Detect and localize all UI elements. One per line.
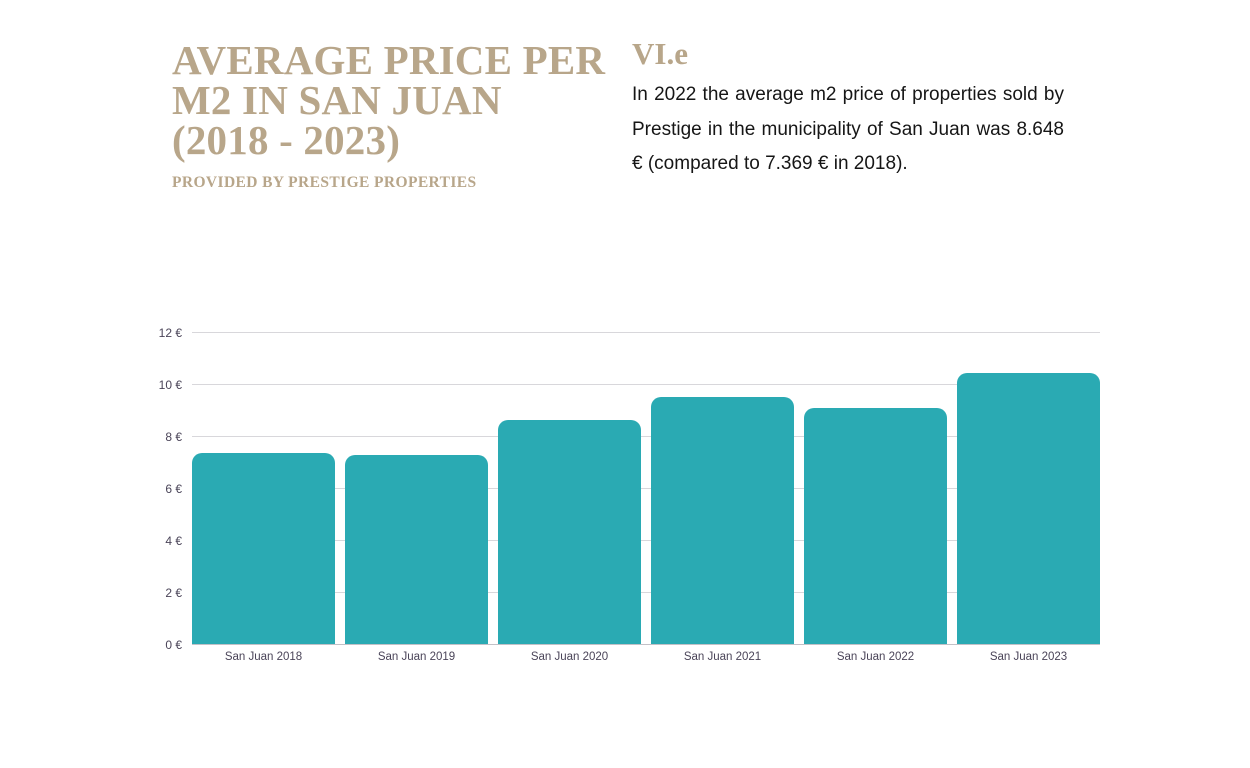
page-title: AVERAGE PRICE PER M2 IN SAN JUAN (2018 -… [172,37,617,163]
gridline [192,540,1100,541]
gridline [192,332,1100,333]
y-tick-label: 10 € [158,378,182,392]
page-title-line: (2018 - 2023) [172,117,401,163]
header-right: VI.e In 2022 the average m2 price of pro… [632,36,1064,182]
y-tick-label: 2 € [165,586,182,600]
y-axis: 0 € 2 € 4 € 6 € 8 € 10 € 12 € [0,326,182,652]
description-text: In 2022 the average m2 price of properti… [632,84,1064,174]
plot-area: San Juan 2018 San Juan 2019 San Juan 2020 S… [192,332,1100,663]
provider-subtitle: PROVIDED BY PRESTIGE PROPERTIES [172,174,477,191]
y-tick-label: 12 € [158,326,182,340]
bar-chart: 0 €2 €4 €6 €8 €10 €12 € San Juan 2018 San… [0,326,1250,673]
x-tick-label: San Juan 2021 [683,651,762,663]
bar-san-juan-2023 [957,373,1100,645]
bar-san-juan-2022 [804,407,947,645]
page-title-line: M2 IN SAN JUAN [172,77,502,123]
gridline [192,384,1100,385]
bar-san-juan-2020 [498,420,641,645]
header-left: AVERAGE PRICE PER M2 IN SAN JUAN (2018 -… [172,40,617,192]
x-tick-label: San Juan 2022 [836,651,915,663]
bar-san-juan-2018 [192,453,335,645]
y-tick-label: 4 € [165,534,182,548]
gridline [192,488,1100,489]
bar-san-juan-2019 [345,454,488,645]
page-title-line: AVERAGE PRICE PER [172,37,606,83]
x-axis-baseline [192,644,1100,645]
y-tick-label: 0 € [165,638,182,652]
y-tick-label: 6 € [165,482,182,496]
x-tick-label: San Juan 2019 [377,651,456,663]
gridline [192,436,1100,437]
x-tick-label: San Juan 2020 [530,651,609,663]
y-tick-label: 8 € [165,430,182,444]
x-tick-label: San Juan 2018 [224,651,303,663]
gridline [192,592,1100,593]
x-tick-label: San Juan 2023 [989,651,1068,663]
section-label: VI.e [632,36,688,71]
bar-san-juan-2021 [651,396,794,645]
